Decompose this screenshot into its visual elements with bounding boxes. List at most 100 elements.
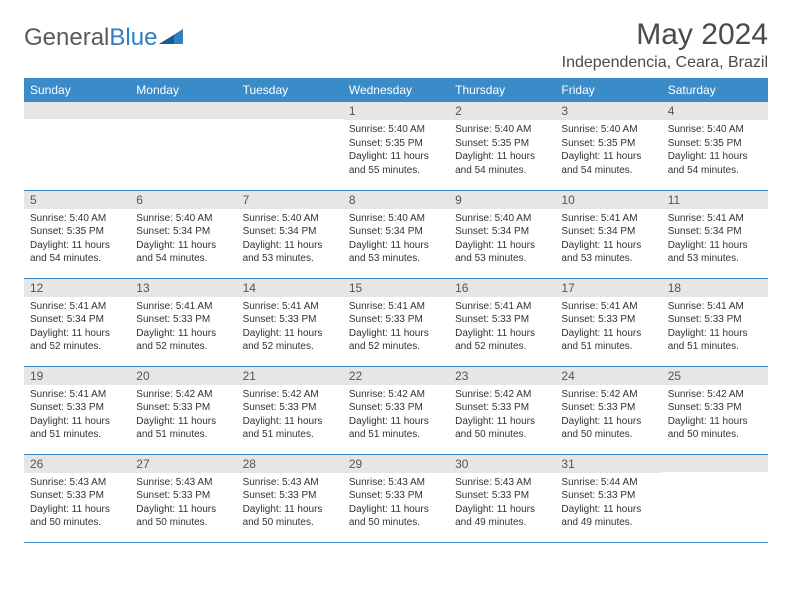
- calendar-cell: 9Sunrise: 5:40 AMSunset: 5:34 PMDaylight…: [449, 190, 555, 278]
- day-content: Sunrise: 5:41 AMSunset: 5:33 PMDaylight:…: [130, 297, 236, 360]
- sunrise-text: Sunrise: 5:42 AM: [349, 388, 443, 402]
- day-number: 3: [555, 102, 661, 120]
- sunset-text: Sunset: 5:33 PM: [243, 401, 337, 415]
- sunset-text: Sunset: 5:34 PM: [243, 225, 337, 239]
- day-number: 18: [662, 279, 768, 297]
- day-number: 9: [449, 191, 555, 209]
- day-number: 31: [555, 455, 661, 473]
- sunset-text: Sunset: 5:33 PM: [349, 489, 443, 503]
- sunset-text: Sunset: 5:33 PM: [455, 313, 549, 327]
- brand-name: GeneralBlue: [24, 24, 157, 52]
- sunrise-text: Sunrise: 5:41 AM: [668, 212, 762, 226]
- day-number: 7: [237, 191, 343, 209]
- day-content: Sunrise: 5:42 AMSunset: 5:33 PMDaylight:…: [662, 385, 768, 448]
- daylight-text: Daylight: 11 hours and 50 minutes.: [561, 415, 655, 442]
- sunrise-text: Sunrise: 5:40 AM: [243, 212, 337, 226]
- day-content: Sunrise: 5:42 AMSunset: 5:33 PMDaylight:…: [237, 385, 343, 448]
- day-content: Sunrise: 5:40 AMSunset: 5:35 PMDaylight:…: [555, 120, 661, 183]
- daylight-text: Daylight: 11 hours and 50 minutes.: [243, 503, 337, 530]
- day-content: Sunrise: 5:40 AMSunset: 5:35 PMDaylight:…: [662, 120, 768, 183]
- daylight-text: Daylight: 11 hours and 51 minutes.: [136, 415, 230, 442]
- sunrise-text: Sunrise: 5:43 AM: [349, 476, 443, 490]
- calendar-cell: 7Sunrise: 5:40 AMSunset: 5:34 PMDaylight…: [237, 190, 343, 278]
- sunset-text: Sunset: 5:33 PM: [30, 401, 124, 415]
- day-content: Sunrise: 5:42 AMSunset: 5:33 PMDaylight:…: [130, 385, 236, 448]
- day-number: 4: [662, 102, 768, 120]
- sunset-text: Sunset: 5:35 PM: [668, 137, 762, 151]
- sunrise-text: Sunrise: 5:40 AM: [349, 123, 443, 137]
- calendar-cell: 22Sunrise: 5:42 AMSunset: 5:33 PMDayligh…: [343, 366, 449, 454]
- daylight-text: Daylight: 11 hours and 52 minutes.: [136, 327, 230, 354]
- day-number: 5: [24, 191, 130, 209]
- day-number: 1: [343, 102, 449, 120]
- brand-part1: General: [24, 24, 109, 51]
- sunset-text: Sunset: 5:33 PM: [455, 401, 549, 415]
- daylight-text: Daylight: 11 hours and 50 minutes.: [455, 415, 549, 442]
- calendar-cell: 30Sunrise: 5:43 AMSunset: 5:33 PMDayligh…: [449, 454, 555, 542]
- sunrise-text: Sunrise: 5:42 AM: [668, 388, 762, 402]
- day-number: 28: [237, 455, 343, 473]
- sunset-text: Sunset: 5:34 PM: [668, 225, 762, 239]
- sunset-text: Sunset: 5:35 PM: [455, 137, 549, 151]
- sunrise-text: Sunrise: 5:41 AM: [455, 300, 549, 314]
- calendar-week-row: 5Sunrise: 5:40 AMSunset: 5:35 PMDaylight…: [24, 190, 768, 278]
- calendar-cell: 6Sunrise: 5:40 AMSunset: 5:34 PMDaylight…: [130, 190, 236, 278]
- calendar-cell: 17Sunrise: 5:41 AMSunset: 5:33 PMDayligh…: [555, 278, 661, 366]
- sunrise-text: Sunrise: 5:42 AM: [561, 388, 655, 402]
- sunrise-text: Sunrise: 5:43 AM: [243, 476, 337, 490]
- day-number: 15: [343, 279, 449, 297]
- sunrise-text: Sunrise: 5:43 AM: [455, 476, 549, 490]
- day-number: 22: [343, 367, 449, 385]
- sunset-text: Sunset: 5:33 PM: [30, 489, 124, 503]
- daylight-text: Daylight: 11 hours and 52 minutes.: [455, 327, 549, 354]
- daylight-text: Daylight: 11 hours and 53 minutes.: [668, 239, 762, 266]
- day-content: Sunrise: 5:40 AMSunset: 5:34 PMDaylight:…: [237, 209, 343, 272]
- calendar-week-row: 1 Sunrise: 5:40 AMSunset: 5:35 PMDaylight…: [24, 102, 768, 190]
- sunset-text: Sunset: 5:35 PM: [561, 137, 655, 151]
- day-number: 14: [237, 279, 343, 297]
- calendar-cell: 16Sunrise: 5:41 AMSunset: 5:33 PMDayligh…: [449, 278, 555, 366]
- daylight-text: Daylight: 11 hours and 49 minutes.: [455, 503, 549, 530]
- calendar-cell: 10Sunrise: 5:41 AMSunset: 5:34 PMDayligh…: [555, 190, 661, 278]
- day-number: 8: [343, 191, 449, 209]
- sunset-text: Sunset: 5:33 PM: [243, 313, 337, 327]
- calendar-cell: 3Sunrise: 5:40 AMSunset: 5:35 PMDaylight…: [555, 102, 661, 190]
- calendar-cell: 5Sunrise: 5:40 AMSunset: 5:35 PMDaylight…: [24, 190, 130, 278]
- calendar-cell: 8Sunrise: 5:40 AMSunset: 5:34 PMDaylight…: [343, 190, 449, 278]
- sunrise-text: Sunrise: 5:43 AM: [30, 476, 124, 490]
- day-content: Sunrise: 5:43 AMSunset: 5:33 PMDaylight:…: [449, 473, 555, 536]
- daylight-text: Daylight: 11 hours and 51 minutes.: [668, 327, 762, 354]
- calendar-cell: [662, 454, 768, 542]
- sunset-text: Sunset: 5:33 PM: [561, 313, 655, 327]
- sunrise-text: Sunrise: 5:43 AM: [136, 476, 230, 490]
- sunrise-text: Sunrise: 5:44 AM: [561, 476, 655, 490]
- location: Independencia, Ceara, Brazil: [562, 54, 768, 72]
- sunrise-text: Sunrise: 5:42 AM: [136, 388, 230, 402]
- day-number: [662, 455, 768, 472]
- calendar-cell: [24, 102, 130, 190]
- day-number: 25: [662, 367, 768, 385]
- weekday-header: Tuesday: [237, 78, 343, 102]
- day-content: Sunrise: 5:40 AMSunset: 5:35 PMDaylight:…: [24, 209, 130, 272]
- sunrise-text: Sunrise: 5:41 AM: [349, 300, 443, 314]
- sunset-text: Sunset: 5:35 PM: [30, 225, 124, 239]
- day-content: Sunrise: 5:40 AMSunset: 5:34 PMDaylight:…: [449, 209, 555, 272]
- day-number: 26: [24, 455, 130, 473]
- daylight-text: Daylight: 11 hours and 51 minutes.: [243, 415, 337, 442]
- day-content: Sunrise: 5:41 AMSunset: 5:34 PMDaylight:…: [555, 209, 661, 272]
- day-content: Sunrise: 5:43 AMSunset: 5:33 PMDaylight:…: [130, 473, 236, 536]
- daylight-text: Daylight: 11 hours and 54 minutes.: [136, 239, 230, 266]
- day-number: 6: [130, 191, 236, 209]
- daylight-text: Daylight: 11 hours and 49 minutes.: [561, 503, 655, 530]
- calendar-cell: 12Sunrise: 5:41 AMSunset: 5:34 PMDayligh…: [24, 278, 130, 366]
- calendar-cell: 4Sunrise: 5:40 AMSunset: 5:35 PMDaylight…: [662, 102, 768, 190]
- sunset-text: Sunset: 5:33 PM: [455, 489, 549, 503]
- day-number: 29: [343, 455, 449, 473]
- calendar-cell: [130, 102, 236, 190]
- day-content: Sunrise: 5:40 AMSunset: 5:34 PMDaylight:…: [343, 209, 449, 272]
- day-number: 10: [555, 191, 661, 209]
- day-number: [130, 102, 236, 119]
- sunrise-text: Sunrise: 5:40 AM: [30, 212, 124, 226]
- day-content: Sunrise: 5:41 AMSunset: 5:34 PMDaylight:…: [24, 297, 130, 360]
- day-number: [237, 102, 343, 119]
